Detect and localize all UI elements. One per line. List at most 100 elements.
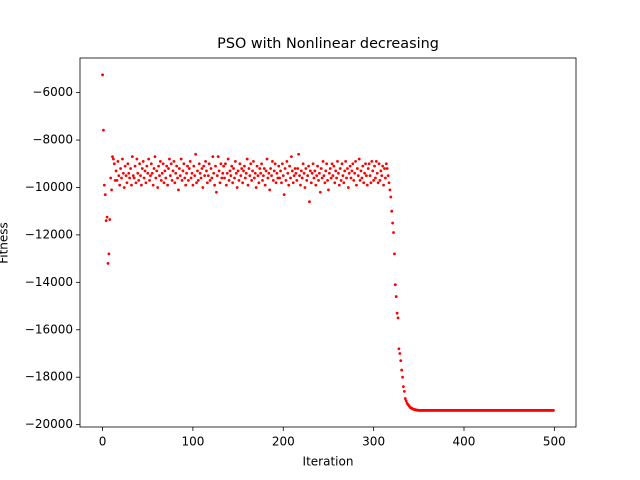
point — [399, 359, 403, 362]
point — [213, 183, 216, 187]
point — [252, 176, 256, 180]
point — [228, 169, 232, 173]
point — [294, 171, 298, 175]
point — [176, 176, 179, 180]
point — [384, 162, 388, 166]
point — [163, 169, 167, 173]
point — [345, 176, 348, 180]
point — [371, 169, 375, 173]
x-axis-label: Iteration — [303, 455, 354, 469]
y-tick-label: −10000 — [25, 180, 73, 194]
point — [161, 162, 165, 166]
point — [177, 188, 180, 192]
chart-title: PSO with Nonlinear decreasing — [217, 36, 439, 52]
point — [222, 164, 226, 168]
point — [303, 186, 307, 189]
point — [153, 155, 157, 159]
point — [288, 164, 291, 168]
point — [326, 178, 329, 182]
point — [356, 174, 360, 178]
point — [115, 178, 119, 182]
point — [317, 178, 320, 182]
point — [149, 174, 152, 178]
point — [199, 176, 203, 180]
point — [318, 171, 321, 175]
point — [324, 169, 328, 173]
point — [385, 167, 389, 170]
point — [209, 167, 213, 170]
point — [327, 188, 330, 192]
point — [137, 178, 141, 182]
point — [104, 219, 108, 223]
point — [255, 164, 259, 168]
point — [205, 169, 208, 173]
point — [175, 164, 179, 168]
point — [264, 169, 268, 173]
point — [101, 73, 104, 77]
point — [125, 181, 129, 185]
point — [365, 183, 369, 187]
point — [307, 164, 310, 168]
point — [165, 164, 169, 168]
point — [336, 171, 340, 175]
point — [379, 169, 383, 173]
point — [339, 178, 343, 182]
point — [138, 162, 141, 166]
point — [383, 176, 387, 180]
point — [272, 169, 276, 173]
point — [156, 186, 160, 189]
point — [232, 167, 235, 170]
point — [249, 162, 253, 166]
point — [201, 186, 205, 189]
point — [179, 157, 183, 161]
point — [147, 157, 151, 161]
point — [278, 176, 282, 180]
point — [119, 167, 123, 170]
point — [316, 164, 320, 168]
point — [219, 162, 223, 166]
point — [383, 167, 386, 170]
point — [184, 183, 188, 187]
point — [240, 167, 244, 170]
point — [224, 183, 228, 187]
point — [392, 231, 395, 234]
point — [180, 178, 184, 182]
point — [275, 171, 279, 175]
point — [187, 167, 191, 170]
point — [170, 178, 174, 182]
point — [130, 155, 134, 159]
point — [377, 162, 381, 166]
point — [169, 162, 173, 166]
point — [389, 195, 393, 199]
point — [353, 171, 357, 175]
point — [130, 183, 133, 187]
point — [204, 159, 207, 163]
point — [269, 167, 273, 170]
point — [295, 178, 299, 182]
point — [102, 183, 106, 187]
point — [146, 171, 150, 175]
point — [313, 169, 317, 173]
point — [134, 181, 138, 185]
point — [347, 171, 351, 175]
point — [381, 164, 385, 168]
point — [186, 178, 190, 182]
point — [395, 311, 399, 315]
point — [133, 164, 137, 168]
point — [398, 352, 402, 355]
point — [394, 295, 398, 298]
point — [172, 159, 176, 163]
point — [285, 159, 289, 163]
point — [322, 174, 326, 178]
point — [290, 155, 293, 159]
point — [235, 186, 239, 189]
point — [343, 169, 347, 173]
point — [142, 176, 146, 180]
point — [177, 167, 181, 170]
point — [227, 178, 231, 182]
point — [128, 176, 132, 180]
point — [127, 171, 131, 175]
point — [215, 174, 219, 178]
x-tick-label: 200 — [272, 435, 295, 449]
point — [301, 162, 305, 166]
